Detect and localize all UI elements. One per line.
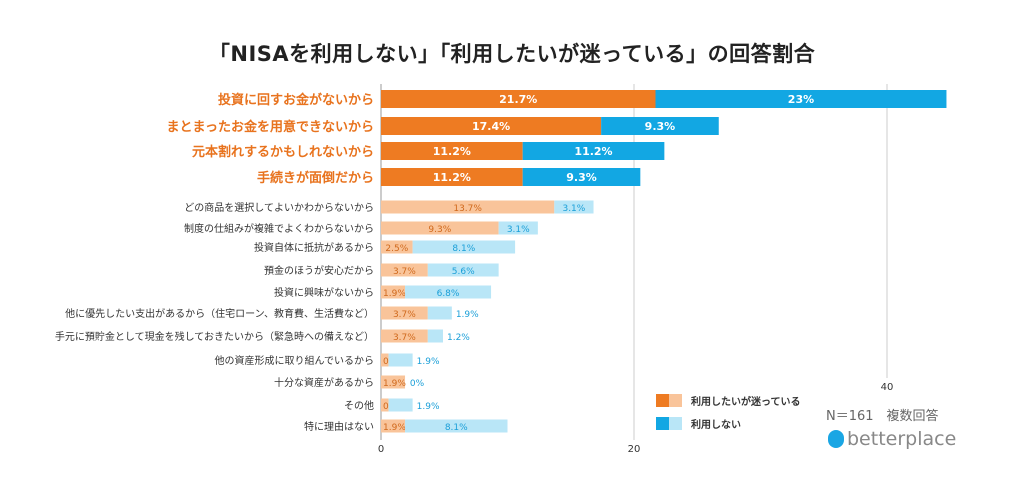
legend-item-not-using: 利用しない — [656, 416, 741, 431]
data-label: 3.7% — [393, 267, 416, 277]
legend-item-considering: 利用したいが迷っている — [656, 393, 801, 408]
data-label: 9.3% — [566, 171, 597, 184]
bar-segment — [554, 200, 594, 214]
data-label: 11.2% — [433, 171, 471, 184]
bar-segment — [498, 221, 538, 235]
bar-segment — [427, 306, 452, 320]
legend-swatch-dark — [656, 417, 669, 430]
category-label: 制度の仕組みが複雑でよくわからないから — [184, 222, 374, 235]
legend-swatch-light — [669, 394, 682, 407]
legend-label: 利用しない — [691, 420, 741, 431]
bar-segment — [412, 240, 516, 254]
category-label: 投資自体に抵抗があるから — [254, 241, 374, 254]
logo-icon — [828, 430, 844, 448]
data-label: 5.6% — [452, 267, 475, 277]
bar-segment — [388, 353, 413, 367]
bar-segment — [381, 306, 428, 320]
x-tick-label: 40 — [881, 382, 894, 393]
category-label: まとまったお金を用意できないから — [167, 119, 374, 135]
category-label: 手続きが面倒だから — [257, 170, 374, 186]
bar-segment — [522, 142, 665, 160]
data-label: 3.7% — [393, 310, 416, 320]
data-label: 11.2% — [433, 145, 471, 158]
category-label: 手元に預貯金として現金を残しておきたいから（緊急時への備えなど） — [55, 330, 374, 343]
data-label: 2.5% — [385, 244, 408, 254]
data-label: 1.9% — [383, 423, 406, 433]
data-label: 3.7% — [393, 333, 416, 343]
bar-segment — [381, 221, 499, 235]
data-label: 23% — [788, 93, 814, 106]
bar-segment — [405, 419, 508, 433]
category-label: 特に理由はない — [304, 420, 374, 433]
category-label: 預金のほうが安心だから — [264, 264, 374, 277]
bar-segment — [655, 90, 947, 108]
category-label: 他の資産形成に取り組んでいるから — [215, 354, 375, 367]
data-label: 21.7% — [499, 93, 537, 106]
data-label: 1.9% — [456, 310, 479, 320]
data-label: 1.9% — [383, 289, 406, 299]
category-label: 十分な資産があるから — [274, 376, 374, 389]
bar-segment — [381, 329, 428, 343]
bar-segment — [381, 353, 389, 367]
data-label: 1.9% — [417, 357, 440, 367]
category-label: その他 — [344, 399, 374, 412]
data-label: 11.2% — [574, 145, 612, 158]
data-label: 9.3% — [645, 120, 676, 133]
x-tick-label: 0 — [378, 444, 384, 455]
bar-segment — [381, 117, 602, 135]
bar-segment — [381, 419, 406, 433]
bar-segment — [388, 398, 413, 412]
data-label: 8.1% — [445, 423, 468, 433]
logo-text: betterplace — [847, 428, 957, 450]
bar-segment — [381, 263, 428, 277]
bar-segment — [381, 240, 413, 254]
data-label: 1.9% — [383, 379, 406, 389]
data-label: 8.1% — [452, 244, 475, 254]
data-label: 1.2% — [447, 333, 470, 343]
category-label: 元本割れするかもしれないから — [192, 144, 374, 160]
bar-segment — [381, 285, 406, 299]
data-label: 6.8% — [437, 289, 460, 299]
legend-label: 利用したいが迷っている — [691, 397, 801, 408]
betterplace-logo: betterplace — [828, 428, 956, 450]
data-label: 1.9% — [417, 402, 440, 412]
bar-segment — [601, 117, 719, 135]
category-label: 他に優先したい支出があるから（住宅ローン、教育費、生活費など） — [65, 307, 374, 320]
data-label: 17.4% — [472, 120, 510, 133]
data-label: 0% — [410, 379, 425, 389]
data-label: 3.1% — [562, 204, 585, 214]
x-tick-label: 20 — [628, 444, 641, 455]
bar-segment — [381, 375, 406, 389]
category-label: どの商品を選択してよいかわからないから — [184, 201, 374, 214]
category-label: 投資に興味がないから — [274, 286, 374, 299]
bar-segment — [427, 329, 443, 343]
bar-segment — [405, 285, 492, 299]
data-label: 13.7% — [453, 204, 482, 214]
category-label: 投資に回すお金がないから — [218, 92, 374, 108]
bar-segment — [381, 398, 389, 412]
bar-segment — [381, 90, 656, 108]
bar-segment — [381, 200, 555, 214]
bar-segment — [381, 168, 523, 186]
legend-swatch-dark — [656, 394, 669, 407]
bar-segment — [427, 263, 499, 277]
data-label: 3.1% — [507, 225, 530, 235]
data-label: 9.3% — [428, 225, 451, 235]
bar-segment — [522, 168, 641, 186]
bar-segment — [381, 142, 523, 160]
chart-title: 「NISAを利用しない」「利用したいが迷っている」の回答割合 — [208, 42, 816, 66]
legend-swatch-light — [669, 417, 682, 430]
sample-note: N＝161 複数回答 — [826, 409, 939, 424]
